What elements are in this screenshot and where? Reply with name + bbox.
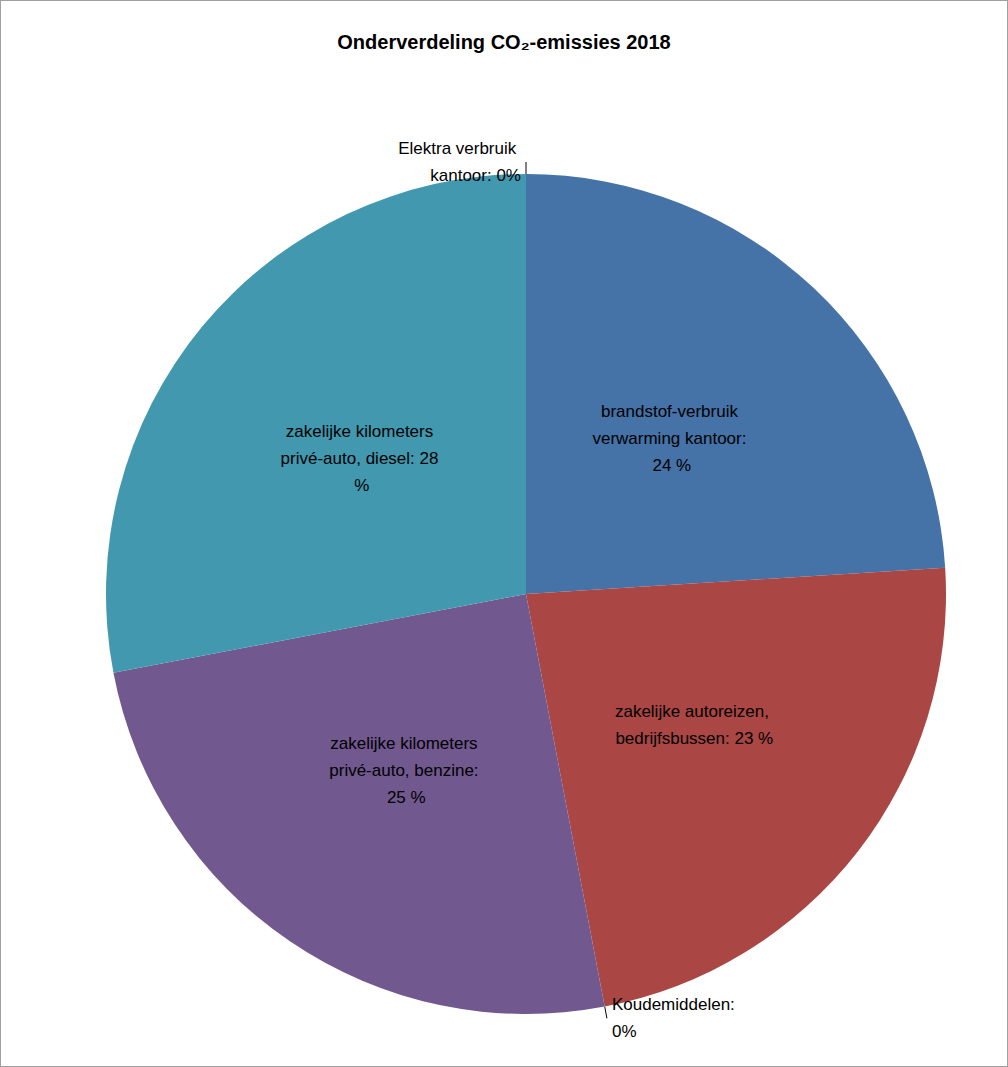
- svg-text:%: %: [354, 476, 369, 495]
- svg-text:24 %: 24 %: [652, 456, 691, 475]
- svg-text:Koudemiddelen:: Koudemiddelen:: [612, 995, 740, 1014]
- svg-text:0%: 0%: [612, 1022, 637, 1041]
- svg-text:verwarming kantoor:: verwarming kantoor:: [592, 429, 751, 448]
- svg-text:bedrijfsbussen: 23 %: bedrijfsbussen: 23 %: [615, 729, 773, 748]
- svg-text:zakelijke kilometers: zakelijke kilometers: [330, 734, 482, 753]
- svg-text:brandstof-verbruik: brandstof-verbruik: [601, 402, 743, 421]
- svg-text:Onderverdeling CO₂-emissies 20: Onderverdeling CO₂-emissies 2018: [337, 31, 670, 53]
- svg-text:kantoor: 0%: kantoor: 0%: [430, 166, 521, 185]
- svg-text:zakelijke autoreizen,: zakelijke autoreizen,: [615, 702, 774, 721]
- svg-text:privé-auto, diesel: 28: privé-auto, diesel: 28: [281, 449, 444, 468]
- svg-text:Elektra verbruik: Elektra verbruik: [398, 139, 521, 158]
- svg-text:privé-auto, benzine:: privé-auto, benzine:: [329, 761, 483, 780]
- svg-text:25 %: 25 %: [387, 788, 426, 807]
- svg-text:zakelijke kilometers: zakelijke kilometers: [286, 422, 438, 441]
